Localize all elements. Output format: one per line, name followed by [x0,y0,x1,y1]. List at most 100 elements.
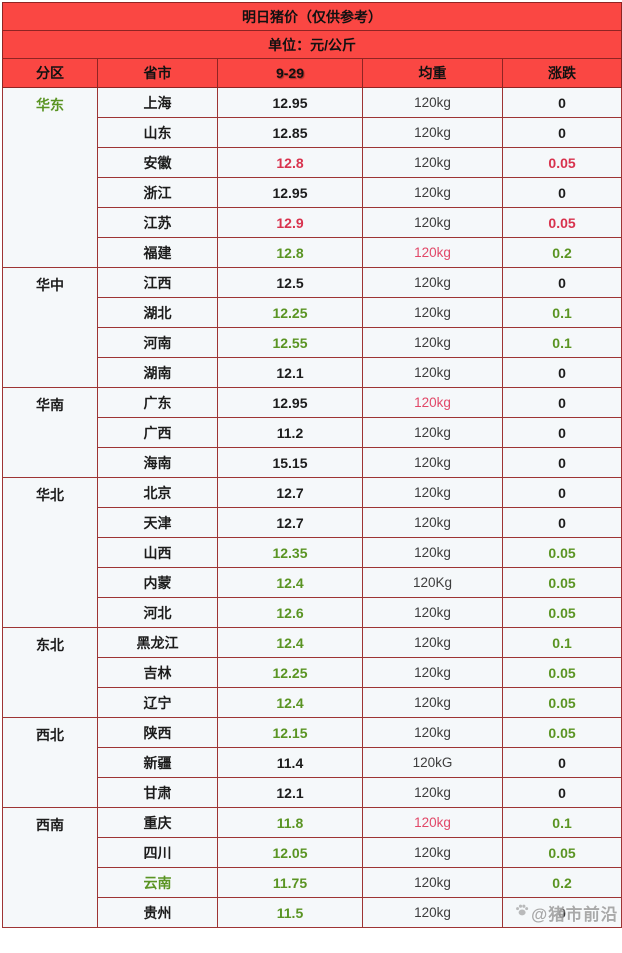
region-cell: 华北 [2,477,98,628]
price-cell: 11.4 [217,747,363,778]
price-cell: 12.8 [217,147,363,178]
unit-label: 单位：元/公斤 [1,30,622,59]
change-cell: 0 [501,117,622,148]
region-cell: 西北 [2,717,98,808]
weight-cell: 120kg [362,597,503,628]
province-cell: 江苏 [97,207,218,238]
province-cell: 湖北 [97,297,218,328]
change-cell: 0.05 [501,657,622,688]
weight-cell: 120kg [362,237,503,268]
price-cell: 12.4 [217,567,363,598]
weight-cell: 120kg [362,297,503,328]
table-row: 广西 11.2 120kg 0 [3,417,622,448]
weight-cell: 120kg [362,267,503,298]
change-cell: 0.05 [501,537,622,568]
weight-cell: 120kg [362,117,503,148]
province-cell: 江西 [97,267,218,298]
table-row: 甘肃 12.1 120kg 0 [3,777,622,808]
table-row: 内蒙 12.4 120Kg 0.05 [3,567,622,598]
change-cell: 0.05 [501,597,622,628]
price-cell: 12.25 [217,657,363,688]
change-cell: 0.05 [501,207,622,238]
weight-cell: 120kg [362,507,503,538]
change-cell: 0.2 [501,867,622,898]
province-cell: 辽宁 [97,687,218,718]
change-cell: 0 [501,357,622,388]
province-cell: 广东 [97,387,218,418]
weight-cell: 120Kg [362,567,503,598]
weight-cell: 120kg [362,627,503,658]
weight-cell: 120kg [362,207,503,238]
province-cell: 山东 [97,117,218,148]
page-title: 明日猪价（仅供参考） [1,2,622,31]
table-row: 河南 12.55 120kg 0.1 [3,327,622,358]
province-cell: 天津 [97,507,218,538]
province-cell: 安徽 [97,147,218,178]
table-row: 福建 12.8 120kg 0.2 [3,237,622,268]
change-cell: 0.1 [501,807,622,838]
table-row: 江苏 12.9 120kg 0.05 [3,207,622,238]
paw-icon [514,903,529,922]
change-cell: 0 [501,87,622,118]
province-cell: 河南 [97,327,218,358]
weight-cell: 120kg [362,867,503,898]
province-cell: 山西 [97,537,218,568]
change-cell: 0 [501,267,622,298]
price-cell: 12.4 [217,627,363,658]
column-header-weight: 均重 [362,58,503,88]
weight-cell: 120kg [362,897,503,928]
province-cell: 北京 [97,477,218,508]
change-cell: 0 [501,477,622,508]
change-cell: 0 [501,447,622,478]
table-row: 湖北 12.25 120kg 0.1 [3,297,622,328]
province-cell: 福建 [97,237,218,268]
weight-cell: 120kg [362,717,503,748]
change-cell: 0.2 [501,237,622,268]
table-row: 新疆 11.4 120kG 0 [3,747,622,778]
region-cell: 西南 [2,807,98,928]
table-row: 海南 15.15 120kg 0 [3,447,622,478]
province-cell: 吉林 [97,657,218,688]
province-cell: 陕西 [97,717,218,748]
weight-cell: 120kg [362,777,503,808]
region-cell: 华南 [2,387,98,478]
province-cell: 重庆 [97,807,218,838]
change-cell: 0 [501,387,622,418]
weight-cell: 120kg [362,387,503,418]
table-row: 华中 江西 12.5 120kg 0 [2,267,622,388]
change-cell: 0.1 [501,297,622,328]
watermark-text: @猪市前沿 [531,905,619,924]
table-row: 西北 陕西 12.15 120kg 0.05 [2,717,622,808]
change-cell: 0.05 [501,687,622,718]
price-cell: 11.75 [217,867,363,898]
price-cell: 12.1 [217,777,363,808]
change-cell: 0 [501,747,622,778]
price-cell: 11.5 [217,897,363,928]
table-row: 云南 11.75 120kg 0.2 [3,867,622,898]
province-cell: 四川 [97,837,218,868]
price-cell: 12.5 [217,267,363,298]
price-cell: 12.95 [217,387,363,418]
province-cell: 云南 [97,867,218,898]
weight-cell: 120kg [362,687,503,718]
pig-price-table-page: 明日猪价（仅供参考） 单位：元/公斤 分区 省市 9-29 均重 涨跌 华东 上海… [1,2,622,928]
weight-cell: 120kg [362,447,503,478]
province-cell: 新疆 [97,747,218,778]
price-cell: 12.7 [217,477,363,508]
province-cell: 河北 [97,597,218,628]
price-cell: 12.55 [217,327,363,358]
weight-cell: 120kg [362,177,503,208]
price-cell: 11.2 [217,417,363,448]
change-cell: 0 [501,507,622,538]
watermark: @猪市前沿 [514,901,618,925]
table-row: 华北 北京 12.7 120kg 0 [2,477,622,628]
table-row: 四川 12.05 120kg 0.05 [3,837,622,868]
price-cell: 12.25 [217,297,363,328]
column-header-row: 分区 省市 9-29 均重 涨跌 [2,58,622,88]
province-cell: 湖南 [97,357,218,388]
weight-cell: 120kg [362,87,503,118]
change-cell: 0.1 [501,627,622,658]
price-cell: 12.95 [217,177,363,208]
table-row: 吉林 12.25 120kg 0.05 [3,657,622,688]
region-cell: 华中 [2,267,98,388]
